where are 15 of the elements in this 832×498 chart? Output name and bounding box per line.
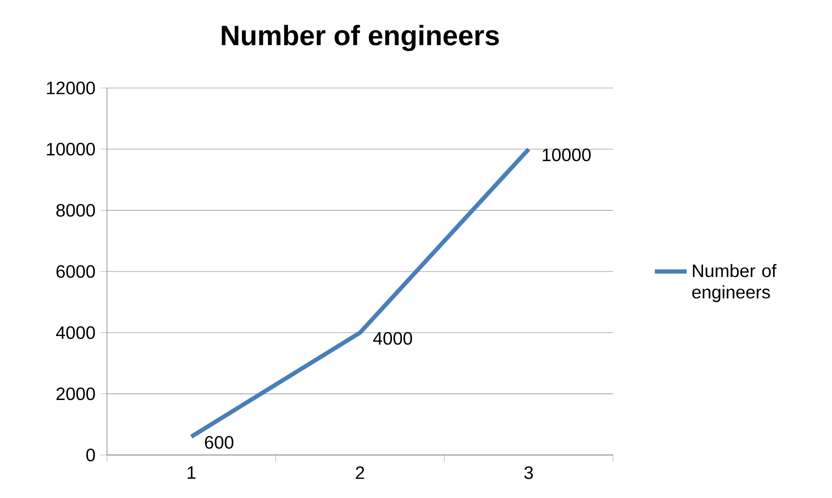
y-tick-label: 0 — [86, 448, 95, 462]
y-tick-label: 4000 — [56, 326, 95, 340]
x-tick-label: 2 — [356, 466, 364, 479]
y-tick-label: 2000 — [56, 387, 95, 400]
legend-label: Number of engineers — [692, 264, 777, 302]
y-tick-label: 12000 — [46, 82, 95, 94]
chart-title: Number of engineers — [222, 24, 499, 52]
y-tick-label: 10000 — [46, 142, 95, 156]
data-label: 600 — [204, 436, 234, 449]
y-tick-label: 8000 — [56, 204, 95, 217]
data-label: 10000 — [542, 148, 591, 162]
data-label: 4000 — [373, 332, 412, 345]
y-tick-label: 6000 — [56, 265, 95, 278]
x-tick-label: 3 — [524, 466, 533, 480]
x-tick-label: 1 — [188, 466, 196, 479]
